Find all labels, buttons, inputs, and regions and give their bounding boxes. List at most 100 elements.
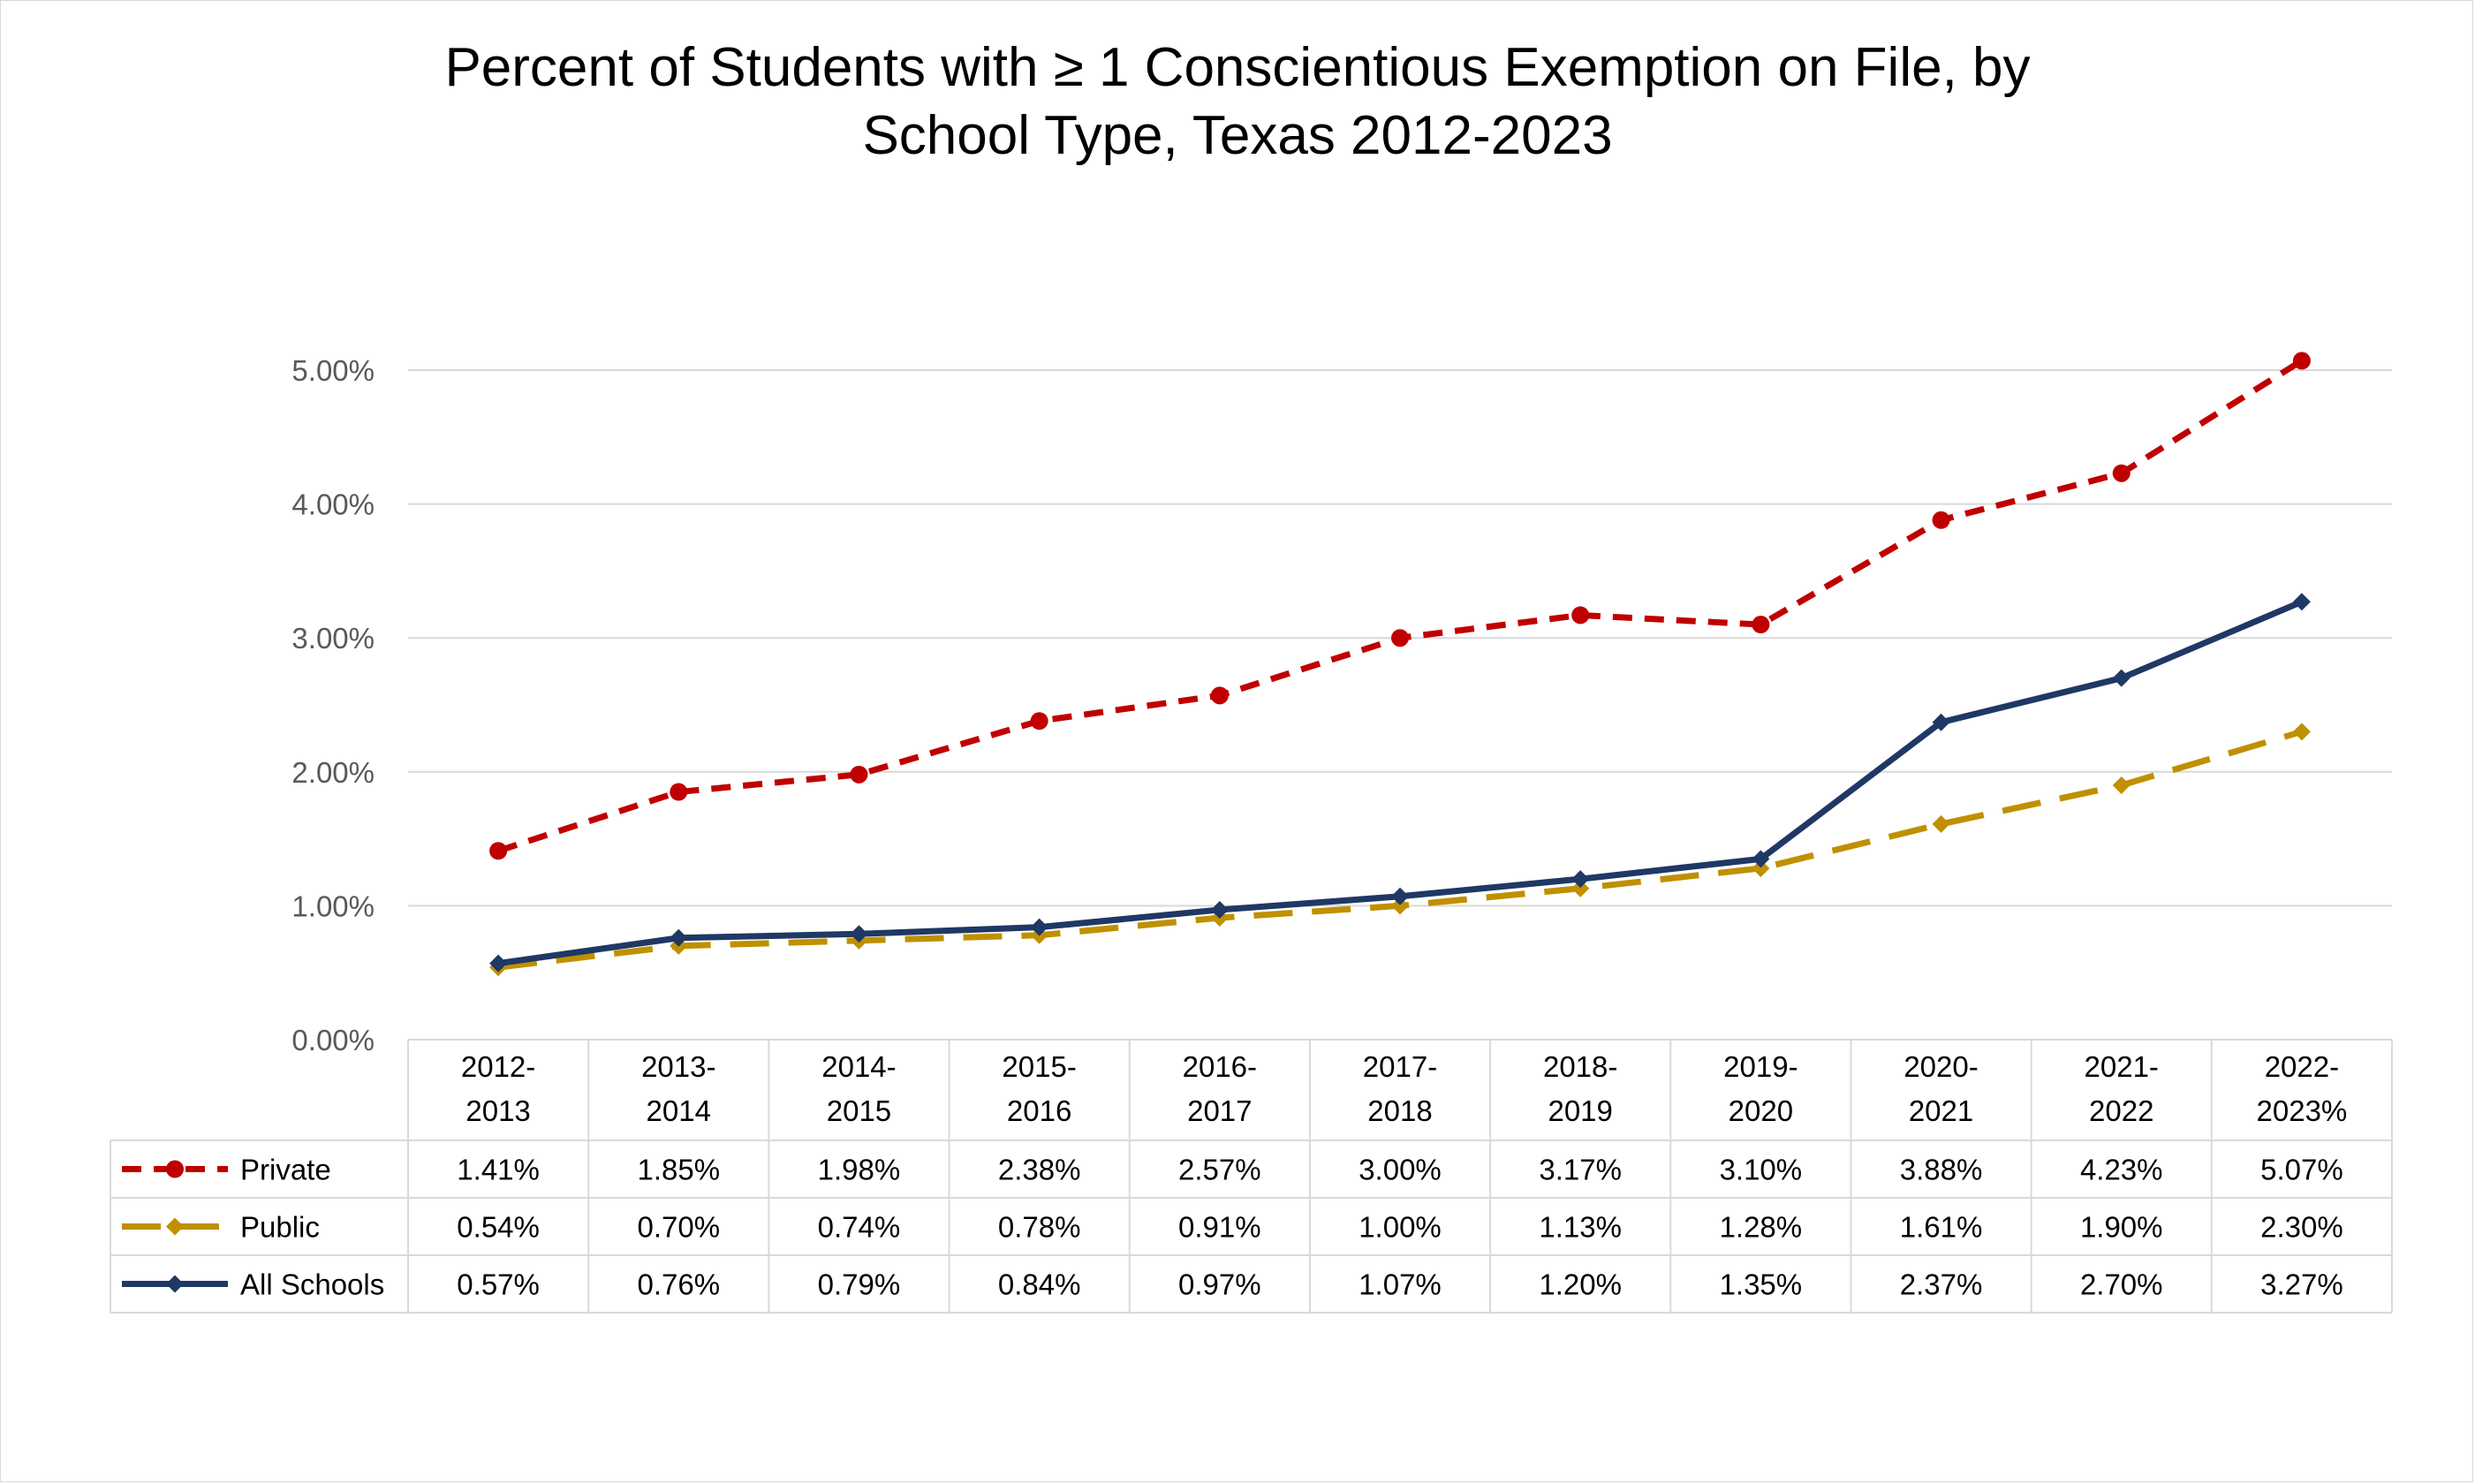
data-point-all-schools <box>1391 887 1409 905</box>
x-category-label: 2020 <box>1729 1094 1793 1127</box>
data-point-all-schools <box>1571 870 1590 889</box>
data-point-private <box>1932 511 1950 529</box>
x-category-label: 2012- <box>461 1050 535 1083</box>
x-category-label: 2015 <box>827 1094 891 1127</box>
data-point-public <box>1752 859 1770 877</box>
y-tick-label: 1.00% <box>291 890 375 922</box>
data-point-all-schools <box>1210 900 1229 919</box>
x-category-label: 2018- <box>1543 1050 1617 1083</box>
x-category-label: 2015- <box>1002 1050 1076 1083</box>
table-cell-all-schools: 1.35% <box>1720 1268 1803 1301</box>
legend-marker-private <box>166 1160 184 1178</box>
table-cell-all-schools: 0.76% <box>637 1268 720 1301</box>
table-cell-private: 3.00% <box>1359 1154 1442 1186</box>
table-cell-public: 2.30% <box>2260 1211 2343 1244</box>
table-cell-public: 1.61% <box>1900 1211 1983 1244</box>
data-point-private <box>2292 352 2311 370</box>
data-point-public <box>1391 897 1409 915</box>
legend-label-public: Public <box>240 1211 320 1244</box>
data-point-all-schools <box>2292 593 2311 611</box>
data-point-private <box>1752 616 1770 634</box>
x-category-label: 2014 <box>647 1094 711 1127</box>
table-cell-public: 0.54% <box>457 1211 540 1244</box>
table-cell-private: 1.41% <box>457 1154 540 1186</box>
data-point-private <box>1030 712 1048 731</box>
table-cell-public: 1.90% <box>2080 1211 2163 1244</box>
table-cell-private: 3.17% <box>1539 1154 1622 1186</box>
x-category-label: 2016 <box>1007 1094 1071 1127</box>
table-cell-public: 1.13% <box>1539 1211 1622 1244</box>
chart-title-line: Percent of Students with ≥ 1 Conscientio… <box>444 37 2030 98</box>
series-line-public <box>497 728 2303 971</box>
table-cell-public: 0.78% <box>998 1211 1081 1244</box>
table-cell-all-schools: 3.27% <box>2260 1268 2343 1301</box>
table-cell-all-schools: 0.84% <box>998 1268 1081 1301</box>
data-point-all-schools <box>670 928 688 947</box>
table-cell-public: 0.70% <box>637 1211 720 1244</box>
data-point-private <box>1571 606 1590 625</box>
table-cell-all-schools: 1.07% <box>1359 1268 1442 1301</box>
table-cell-public: 0.74% <box>818 1211 901 1244</box>
table-cell-public: 1.28% <box>1720 1211 1803 1244</box>
table-cell-all-schools: 2.70% <box>2080 1268 2163 1301</box>
table-cell-private: 2.38% <box>998 1154 1081 1186</box>
table-cell-public: 0.91% <box>1178 1211 1261 1244</box>
y-tick-label: 5.00% <box>291 354 375 387</box>
data-point-private <box>670 783 688 801</box>
data-point-public <box>2112 776 2131 794</box>
series-line-private <box>497 358 2304 854</box>
data-point-private <box>1391 629 1409 647</box>
data-point-all-schools <box>2112 669 2131 687</box>
table-cell-private: 5.07% <box>2260 1154 2343 1186</box>
legend-label-all-schools: All Schools <box>240 1268 384 1301</box>
table-cell-private: 1.98% <box>818 1154 901 1186</box>
x-category-label: 2023% <box>2257 1094 2348 1127</box>
data-point-all-schools <box>1030 918 1048 936</box>
data-point-private <box>489 842 508 860</box>
data-point-all-schools <box>1932 713 1950 731</box>
table-cell-all-schools: 0.57% <box>457 1268 540 1301</box>
data-point-all-schools <box>850 925 868 943</box>
table-cell-public: 1.00% <box>1359 1211 1442 1244</box>
table-cell-private: 2.57% <box>1178 1154 1261 1186</box>
table-cell-private: 4.23% <box>2080 1154 2163 1186</box>
x-category-label: 2014- <box>821 1050 896 1083</box>
data-point-private <box>850 765 868 784</box>
data-point-private <box>2112 464 2131 482</box>
data-point-all-schools <box>489 954 508 973</box>
x-category-label: 2019 <box>1548 1094 1612 1127</box>
x-category-label: 2013- <box>641 1050 715 1083</box>
y-tick-label: 2.00% <box>291 756 375 789</box>
x-category-label: 2022- <box>2265 1050 2339 1083</box>
x-category-label: 2017 <box>1187 1094 1252 1127</box>
x-category-label: 2013 <box>465 1094 530 1127</box>
legend-marker-all-schools <box>166 1275 184 1293</box>
table-cell-private: 1.85% <box>637 1154 720 1186</box>
table-cell-all-schools: 2.37% <box>1900 1268 1983 1301</box>
data-point-public <box>1932 814 1950 833</box>
x-category-label: 2022 <box>2089 1094 2153 1127</box>
legend-label-private: Private <box>240 1154 331 1186</box>
legend-marker-public <box>166 1217 184 1236</box>
x-category-label: 2020- <box>1904 1050 1978 1083</box>
x-category-label: 2017- <box>1363 1050 1437 1083</box>
table-cell-private: 3.10% <box>1720 1154 1803 1186</box>
y-tick-label: 3.00% <box>291 622 375 655</box>
x-category-label: 2019- <box>1723 1050 1798 1083</box>
table-cell-private: 3.88% <box>1900 1154 1983 1186</box>
y-tick-label: 0.00% <box>291 1024 375 1056</box>
data-point-all-schools <box>1752 850 1770 868</box>
data-point-private <box>1210 686 1229 705</box>
x-category-label: 2018 <box>1367 1094 1432 1127</box>
x-category-label: 2021- <box>2085 1050 2159 1083</box>
table-cell-all-schools: 1.20% <box>1539 1268 1622 1301</box>
data-point-public <box>1571 879 1590 897</box>
chart-title-line: School Type, Texas 2012-2023 <box>862 105 1612 166</box>
y-tick-label: 4.00% <box>291 488 375 521</box>
table-cell-all-schools: 0.79% <box>818 1268 901 1301</box>
data-point-public <box>2292 723 2311 741</box>
table-cell-all-schools: 0.97% <box>1178 1268 1261 1301</box>
x-category-label: 2021 <box>1909 1094 1973 1127</box>
